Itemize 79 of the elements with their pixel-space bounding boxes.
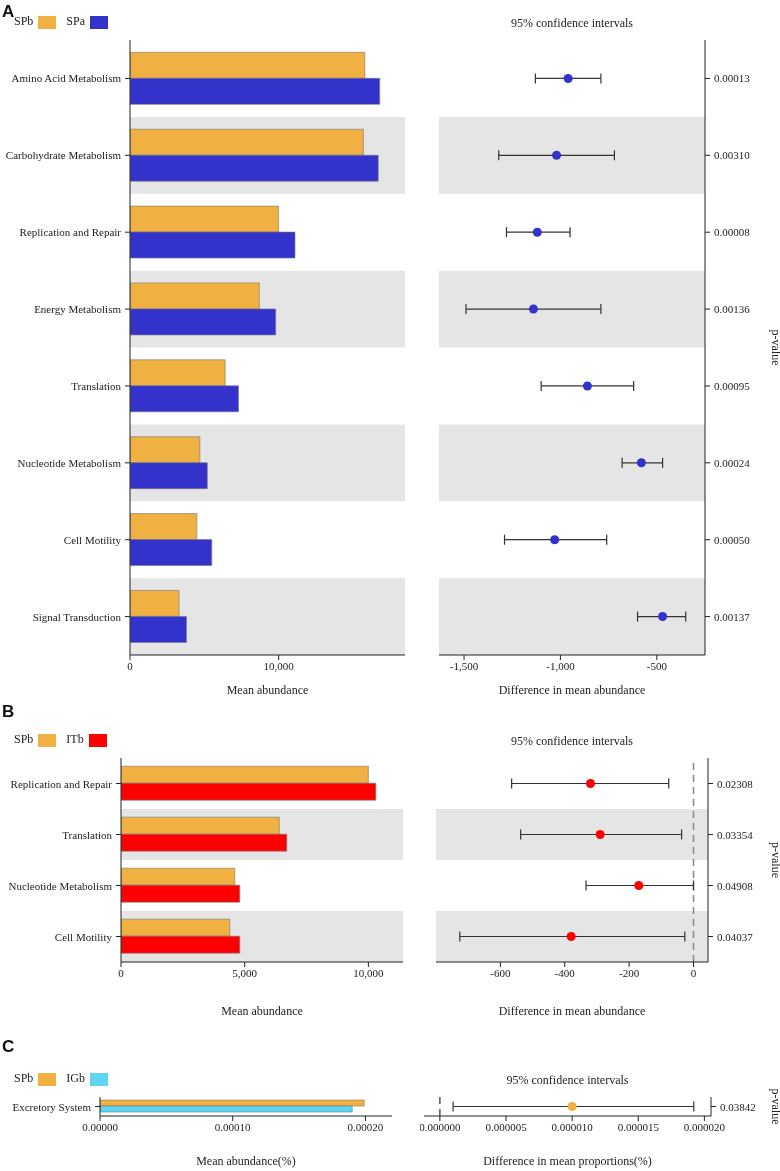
y-tick-label: 0.00137 <box>714 610 751 623</box>
y-tick-label: Carbohydrate Metabolism <box>5 149 122 162</box>
x-tick-label: 0.000020 <box>683 1120 726 1133</box>
x-tick-label: -1,500 <box>449 659 479 672</box>
legend-label: SPb <box>14 1071 34 1086</box>
x-tick-label: 0.00000 <box>82 1120 119 1133</box>
y-tick-label: 0.04908 <box>717 879 754 892</box>
y-axis-title: p-value <box>768 842 780 878</box>
x-tick-label: 0.000005 <box>485 1120 528 1133</box>
point <box>563 73 573 83</box>
x-axis-title: Difference in mean proportions(%) <box>483 1154 652 1168</box>
y-tick-label: 0.00008 <box>714 226 751 239</box>
x-tick-label: 0 <box>690 966 697 979</box>
y-tick-label: 0.00013 <box>714 72 751 85</box>
y-tick-label: Translation <box>62 828 113 841</box>
y-tick-label: Amino Acid Metabolism <box>11 72 122 85</box>
y-axis-title: p-value <box>768 329 780 366</box>
y-tick-label: Cell Motility <box>63 533 122 546</box>
point <box>528 304 538 314</box>
x-axis-title: Mean abundance(%) <box>196 1154 296 1168</box>
x-tick-label: 0.000000 <box>419 1120 461 1133</box>
point <box>532 227 542 237</box>
x-axis-title: Mean abundance <box>221 1004 303 1018</box>
x-tick-label: 0.00020 <box>347 1120 384 1133</box>
point <box>552 150 562 160</box>
y-tick-label: Energy Metabolism <box>34 303 122 316</box>
y-tick-label: 0.04037 <box>717 930 754 943</box>
x-axis-title: Difference in mean abundance <box>498 1004 646 1018</box>
y-tick-label: Nucleotide Metabolism <box>17 456 122 469</box>
point <box>582 381 592 391</box>
x-tick-label: 10,000 <box>263 659 295 672</box>
chart-title: 95% confidence intervals <box>510 734 634 749</box>
y-tick-label: Replication and Repair <box>19 226 122 239</box>
y-tick-label: 0.02308 <box>717 777 754 790</box>
text: B <box>2 702 15 722</box>
x-axis-title: Mean abundance <box>226 683 309 697</box>
x-tick-label: 0.000015 <box>617 1120 660 1133</box>
point <box>595 829 605 840</box>
y-axis-title: p-value <box>768 1088 780 1125</box>
y-tick-label: 0.03354 <box>717 828 754 841</box>
legend-label: IGb <box>66 1071 86 1086</box>
x-tick-label: 0.00010 <box>214 1120 252 1133</box>
x-tick-label: 5,000 <box>232 966 258 979</box>
x-axis-title: Difference in mean abundance <box>498 683 646 697</box>
legend-label: ITb <box>66 732 84 747</box>
y-tick-label: 0.00095 <box>714 379 751 392</box>
chart-title: 95% confidence intervals <box>505 1073 630 1088</box>
y-tick-label: 0.00136 <box>714 303 751 316</box>
point <box>550 535 560 545</box>
legend-label: SPa <box>66 14 86 29</box>
y-tick-label: Translation <box>71 379 122 392</box>
y-tick-label: Replication and Repair <box>10 777 113 790</box>
x-tick-label: -500 <box>646 659 668 672</box>
x-tick-label: -600 <box>490 966 511 979</box>
point <box>634 880 644 891</box>
y-tick-label: Signal Transduction <box>32 610 122 623</box>
y-tick-label: Cell Motility <box>54 930 113 943</box>
point <box>636 458 646 468</box>
point <box>566 931 576 942</box>
x-tick-label: -200 <box>619 966 640 979</box>
y-tick-label: 0.00050 <box>714 533 751 546</box>
y-tick-label: 0.03842 <box>720 1100 756 1113</box>
x-tick-label: 0.000010 <box>551 1120 594 1133</box>
legend-label: SPb <box>14 732 34 747</box>
y-tick-label: 0.00024 <box>714 456 751 469</box>
legend-label: SPb <box>14 14 34 29</box>
x-tick-label: 0 <box>127 659 134 672</box>
point <box>658 612 668 622</box>
text: C <box>2 1037 15 1057</box>
x-tick-label: -1,000 <box>546 659 576 672</box>
x-tick-label: -400 <box>554 966 576 979</box>
text: A <box>2 2 15 21</box>
chart-title: 95% confidence intervals <box>510 16 634 31</box>
y-tick-label: 0.00310 <box>714 149 751 162</box>
x-tick-label: 10,000 <box>353 966 384 979</box>
y-tick-label: Excretory System <box>12 1100 92 1113</box>
point <box>585 778 596 789</box>
x-tick-label: 0 <box>118 966 125 979</box>
y-tick-label: Nucleotide Metabolism <box>8 879 113 892</box>
